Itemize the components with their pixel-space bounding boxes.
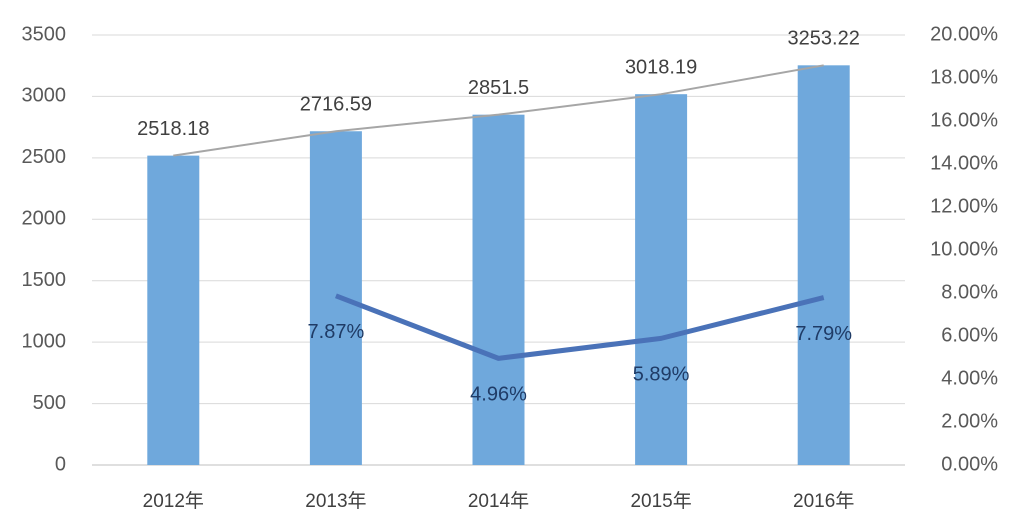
bar — [797, 65, 850, 465]
right-axis: 0.00% 2.00% 4.00% 6.00% 8.00% 10.00% 12.00% 14.… — [930, 23, 998, 475]
left-axis-tick-label: 3500 — [22, 23, 67, 45]
left-axis-tick-label: 2000 — [22, 208, 67, 230]
x-axis-category-label: 2016年 — [793, 490, 854, 512]
right-axis-tick-label: 12.00% — [930, 195, 998, 217]
left-axis-tick-label: 3000 — [22, 85, 67, 107]
left-axis-tick-label: 1500 — [22, 269, 67, 291]
line-series — [173, 64, 825, 361]
right-axis-tick-label: 8.00% — [941, 281, 998, 303]
bar — [635, 94, 688, 466]
right-axis-tick-label: 14.00% — [930, 152, 998, 174]
growth-rate-label: 4.96% — [470, 384, 527, 406]
bar-value-label: 3253.22 — [788, 28, 860, 50]
x-axis-category-label: 2015年 — [630, 490, 691, 512]
growth-rate-label: 5.89% — [633, 364, 690, 386]
bar — [472, 114, 525, 466]
x-axis-category-label: 2014年 — [468, 490, 529, 512]
bar — [147, 155, 200, 465]
x-axis-category-label: 2013年 — [305, 490, 366, 512]
right-axis-tick-label: 16.00% — [930, 109, 998, 131]
growth-rate-label: 7.87% — [308, 321, 365, 343]
bar-value-label: 2518.18 — [137, 118, 209, 140]
left-axis-tick-label: 2500 — [22, 146, 67, 168]
bar-value-label: 2716.59 — [300, 94, 372, 116]
right-axis-tick-label: 6.00% — [941, 324, 998, 346]
right-axis-tick-label: 0.00% — [941, 453, 998, 475]
growth-rate-label: 7.79% — [795, 323, 852, 345]
right-axis-tick-label: 20.00% — [930, 23, 998, 45]
growth-rate-line — [335, 293, 825, 361]
right-axis-tick-label: 10.00% — [930, 238, 998, 260]
left-axis-tick-label: 0 — [55, 453, 66, 475]
left-axis-tick-label: 500 — [33, 392, 66, 414]
right-axis-tick-label: 2.00% — [941, 410, 998, 432]
right-axis-tick-label: 18.00% — [930, 66, 998, 88]
left-axis: 0 500 1000 1500 2000 2500 3000 3500 — [22, 23, 67, 475]
x-axis-category-label: 2012年 — [143, 490, 204, 512]
x-axis: 2012年 2013年 2014年 2015年 2016年 — [143, 490, 855, 512]
left-axis-tick-label: 1000 — [22, 330, 67, 352]
right-axis-tick-label: 4.00% — [941, 367, 998, 389]
data-labels: 2518.18 2716.59 2851.5 3018.19 3253.22 7.87% 4… — [137, 28, 860, 406]
bar-value-label: 2851.5 — [468, 77, 529, 99]
bar-value-label: 3018.19 — [625, 56, 697, 78]
